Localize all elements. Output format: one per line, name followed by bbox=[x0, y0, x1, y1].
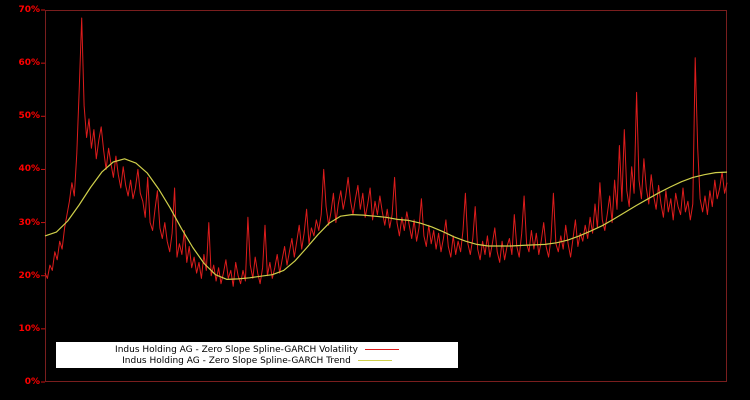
plot-frame bbox=[45, 10, 727, 382]
legend: Indus Holding AG - Zero Slope Spline-GAR… bbox=[56, 342, 458, 368]
y-axis-label: 50% bbox=[18, 111, 40, 122]
legend-label-volatility: Indus Holding AG - Zero Slope Spline-GAR… bbox=[115, 344, 358, 355]
legend-label-trend: Indus Holding AG - Zero Slope Spline-GAR… bbox=[122, 355, 351, 366]
legend-line-trend-icon bbox=[357, 360, 392, 361]
y-axis-label: 60% bbox=[18, 58, 40, 69]
y-axis-label: 40% bbox=[18, 164, 40, 175]
series-line-0 bbox=[44, 17, 728, 287]
y-axis-label: 30% bbox=[18, 217, 40, 228]
plot-area bbox=[41, 9, 728, 383]
legend-item-trend: Indus Holding AG - Zero Slope Spline-GAR… bbox=[56, 355, 458, 366]
y-axis-label: 70% bbox=[18, 5, 40, 15]
y-axis-label: 0% bbox=[24, 377, 40, 387]
legend-item-volatility: Indus Holding AG - Zero Slope Spline-GAR… bbox=[56, 344, 458, 355]
y-axis-label: 10% bbox=[18, 323, 40, 334]
y-axis-label: 20% bbox=[18, 270, 40, 281]
series-line-1 bbox=[44, 158, 728, 280]
legend-line-volatility-icon bbox=[364, 349, 399, 350]
